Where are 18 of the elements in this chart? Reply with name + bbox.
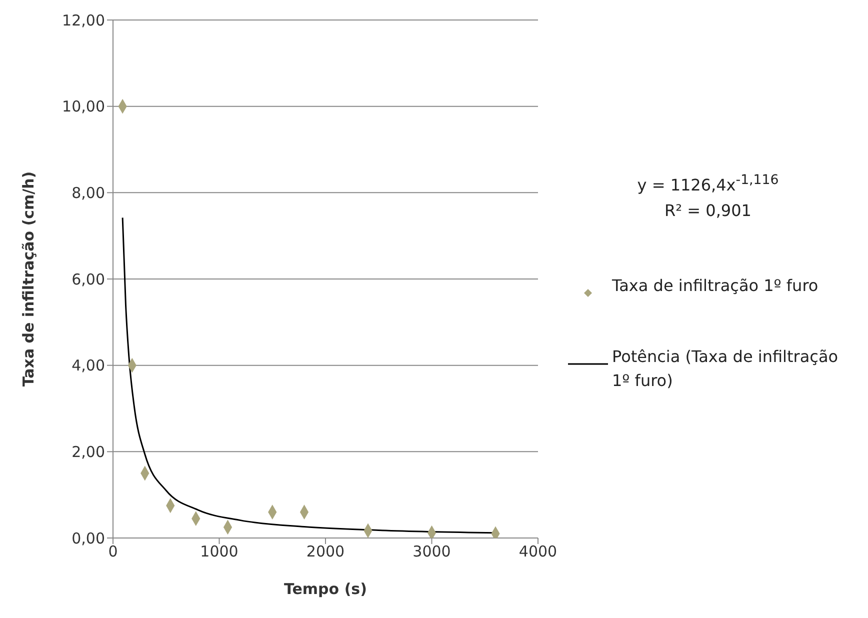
y-axis-title: Taxa de infiltração (cm/h) bbox=[19, 171, 38, 387]
x-tick-label: 0 bbox=[108, 542, 118, 561]
x-tick-label: 3000 bbox=[412, 542, 451, 561]
text: y = 1126,4x$^{-1,116}$ bbox=[636, 172, 780, 196]
x-axis-title: Tempo (s) bbox=[284, 580, 367, 598]
legend-label: Potência (Taxa de infiltração 1º furo) bbox=[612, 346, 840, 392]
x-tick-label: 1000 bbox=[200, 542, 238, 561]
x-tick-label: 4000 bbox=[518, 542, 558, 561]
y-tick-label: 2,00 bbox=[72, 442, 105, 461]
y-tick-label: 6,00 bbox=[72, 270, 105, 288]
y-tick-label: 4,00 bbox=[72, 356, 105, 375]
y-tick-label: 8,00 bbox=[72, 184, 105, 202]
y-tick-label: 12,00 bbox=[62, 11, 105, 30]
y-tick-label: 10,00 bbox=[62, 98, 105, 116]
y-tick-label: 0,00 bbox=[72, 529, 105, 548]
x-tick-label: 2000 bbox=[306, 542, 345, 561]
text: R² = 0,901 bbox=[664, 200, 752, 222]
legend-label: Taxa de infiltração 1º furo bbox=[612, 275, 818, 298]
